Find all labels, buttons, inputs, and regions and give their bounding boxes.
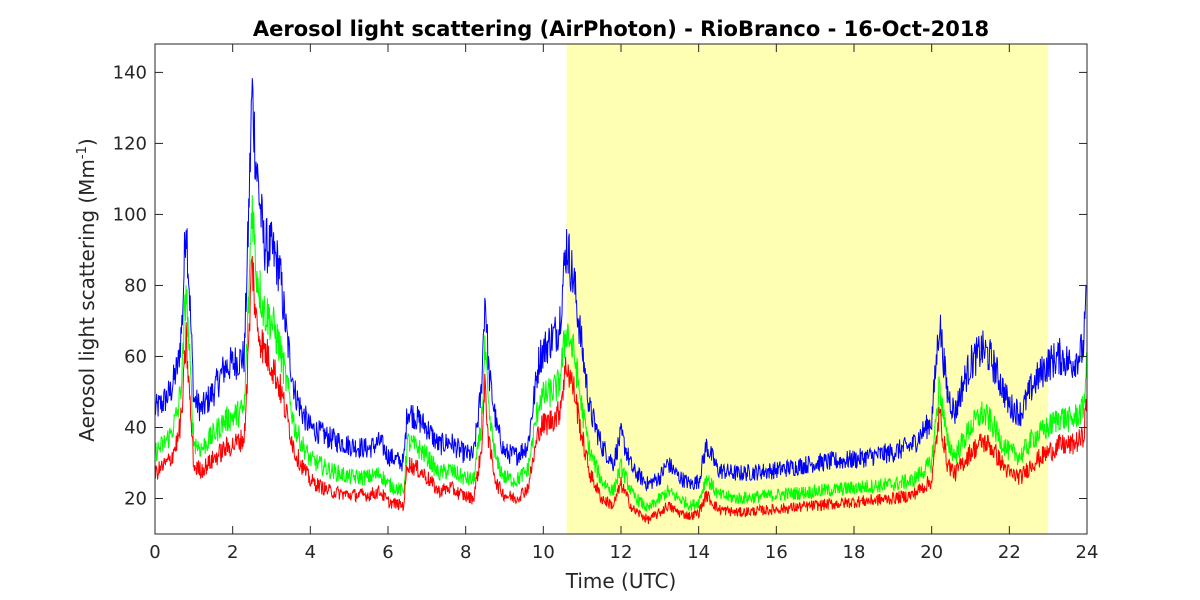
x-tick-label: 4 — [305, 542, 316, 563]
x-tick-label: 12 — [610, 542, 633, 563]
y-tick-label: 100 — [113, 204, 147, 225]
y-tick-label: 40 — [124, 417, 147, 438]
y-tick-label: 20 — [124, 488, 147, 509]
x-tick-label: 6 — [382, 542, 393, 563]
x-axis-label: Time (UTC) — [565, 569, 677, 593]
x-tick-label: 22 — [998, 542, 1021, 563]
y-axis-label-close: ) — [75, 138, 99, 146]
x-tick-label: 16 — [765, 542, 788, 563]
x-tick-label: 18 — [843, 542, 866, 563]
series-blue-line — [154, 78, 1088, 492]
x-tick-label: 10 — [532, 542, 555, 563]
series-layer — [154, 78, 1088, 525]
y-axis-label-main: Aerosol light scattering (Mm — [75, 159, 99, 442]
series-red-line — [154, 255, 1088, 525]
y-axis-label: Aerosol light scattering (Mm-1) — [75, 138, 99, 441]
y-tick-label: 60 — [124, 346, 147, 367]
x-tick-label: 20 — [920, 542, 943, 563]
daylight-shaded-region — [566, 44, 1049, 534]
x-axis-ticks: 0 2 4 6 8 10 12 14 16 18 20 22 24 — [149, 44, 1098, 563]
x-tick-label: 2 — [227, 542, 238, 563]
x-tick-label: 24 — [1076, 542, 1099, 563]
x-tick-label: 8 — [460, 542, 471, 563]
y-axis-label-superscript: -1 — [75, 146, 90, 159]
y-axis-ticks: 20 40 60 80 100 120 140 — [113, 62, 1087, 509]
x-tick-label: 0 — [149, 542, 160, 563]
series-green-line — [154, 194, 1088, 512]
chart-title: Aerosol light scattering (AirPhoton) - R… — [253, 17, 989, 41]
y-tick-label: 120 — [113, 133, 147, 154]
x-tick-label: 14 — [687, 542, 710, 563]
y-tick-label: 80 — [124, 275, 147, 296]
y-tick-label: 140 — [113, 62, 147, 83]
daylight-shading-layer — [566, 44, 1049, 534]
